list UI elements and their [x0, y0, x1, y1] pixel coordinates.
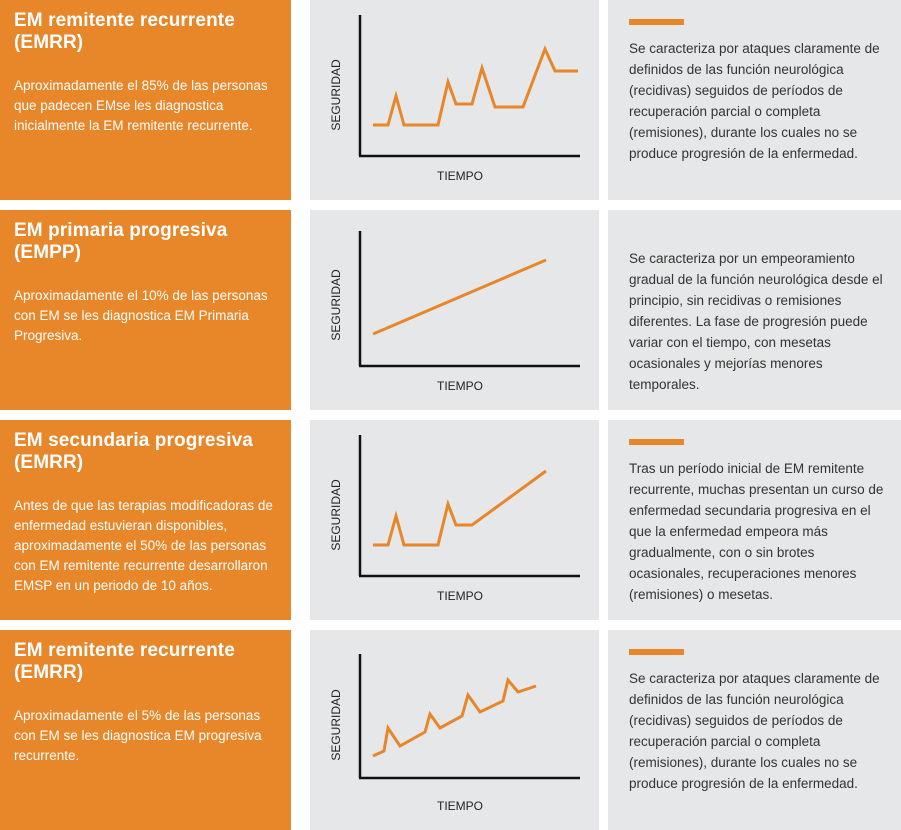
course-detail-panel: Se caracteriza por ataques claramente de… [608, 630, 901, 830]
y-axis-label: SEGURIDAD [329, 59, 343, 131]
course-row-1: EM remitente recurrente (EMRR) Aproximad… [0, 0, 901, 200]
course-description: Aproximadamente el 85% de las personas q… [14, 78, 268, 133]
course-graph: SEGURIDAD TIEMPO [329, 435, 580, 603]
x-axis-label: TIEMPO [437, 799, 483, 813]
y-axis-label: SEGURIDAD [329, 269, 343, 341]
course-graph: SEGURIDAD TIEMPO [329, 15, 580, 183]
course-summary-panel: EM remitente recurrente (EMRR) Aproximad… [0, 0, 291, 200]
y-axis-label: SEGURIDAD [329, 479, 343, 551]
course-curve [373, 45, 578, 127]
course-graph-panel: SEGURIDAD TIEMPO [310, 630, 599, 830]
course-detail: Se caracteriza por un empeoramiento grad… [629, 251, 883, 392]
accent-bar [629, 649, 684, 655]
course-title: EM remitente recurrente (EMRR) [14, 10, 235, 53]
course-summary-panel: EM primaria progresiva (EMPP) Aproximada… [0, 210, 291, 410]
course-title: EM secundaria progresiva (EMRR) [14, 430, 253, 473]
accent-bar [629, 439, 684, 445]
x-axis-label: TIEMPO [437, 589, 483, 603]
course-graph: SEGURIDAD TIEMPO [329, 231, 580, 393]
course-description: Aproximadamente el 10% de las personas c… [14, 288, 268, 343]
course-row-3: EM secundaria progresiva (EMRR) Antes de… [0, 420, 901, 620]
course-detail-panel: Tras un período inicial de EM remitente … [608, 420, 901, 620]
x-axis-label: TIEMPO [437, 169, 483, 183]
course-curve [372, 676, 537, 758]
y-axis-label: SEGURIDAD [329, 689, 343, 761]
course-detail-panel: Se caracteriza por un empeoramiento grad… [608, 210, 901, 410]
course-detail: Tras un período inicial de EM remitente … [629, 461, 884, 602]
course-row-4: EM remitente recurrente (EMRR) Aproximad… [0, 630, 901, 830]
course-graph: SEGURIDAD TIEMPO [329, 654, 580, 813]
course-curve [372, 258, 547, 336]
course-curve [373, 469, 547, 547]
course-description: Antes de que las terapias modificadoras … [14, 498, 273, 593]
course-row-2: EM primaria progresiva (EMPP) Aproximada… [0, 210, 901, 410]
course-summary-panel: EM remitente recurrente (EMRR) Aproximad… [0, 630, 291, 830]
course-detail-panel: Se caracteriza por ataques claramente de… [608, 0, 901, 200]
course-graph-panel: SEGURIDAD TIEMPO [310, 420, 599, 620]
course-detail: Se caracteriza por ataques claramente de… [629, 41, 880, 161]
course-title: EM remitente recurrente (EMRR) [14, 640, 235, 683]
course-title: EM primaria progresiva (EMPP) [14, 220, 228, 263]
x-axis-label: TIEMPO [437, 379, 483, 393]
course-description: Aproximadamente el 5% de las personas co… [14, 708, 262, 763]
course-summary-panel: EM secundaria progresiva (EMRR) Antes de… [0, 420, 291, 620]
course-graph-panel: SEGURIDAD TIEMPO [310, 210, 599, 410]
accent-bar [629, 19, 684, 25]
course-detail: Se caracteriza por ataques claramente de… [629, 671, 880, 791]
course-graph-panel: SEGURIDAD TIEMPO [310, 0, 599, 200]
